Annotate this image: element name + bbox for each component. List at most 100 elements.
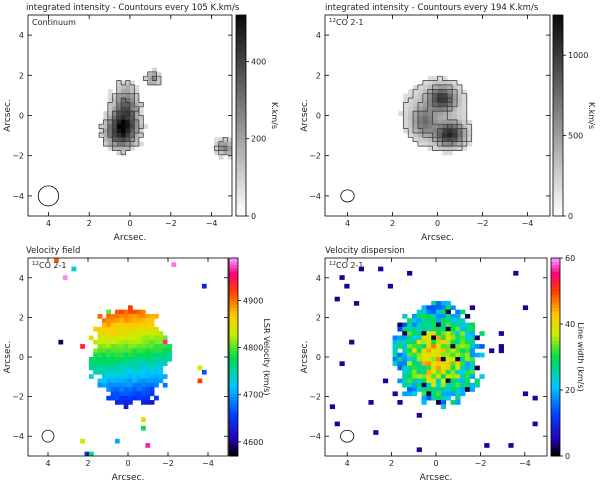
pixel: [106, 344, 112, 349]
pixel: [136, 348, 142, 354]
contours: [98, 71, 228, 156]
pixel: [427, 141, 434, 147]
pixel: [464, 352, 471, 358]
pixel: [440, 326, 447, 332]
colorbar-cell: [229, 317, 238, 322]
colorbar-cell: [236, 31, 246, 36]
x-axis-label: Arcsec.: [112, 473, 145, 483]
colorbar-cell: [236, 18, 246, 23]
pixel: [436, 387, 442, 392]
colorbar-cell: [551, 360, 560, 365]
colorbar-cell: [553, 159, 563, 163]
pixel: [114, 400, 120, 405]
colorbar-cell: [236, 169, 246, 173]
pixel: [141, 318, 146, 323]
colorbar-cell: [551, 406, 560, 411]
pixel: [427, 132, 434, 138]
colorbar-cell: [236, 75, 246, 80]
pixel: [88, 365, 94, 371]
colorbar-cell: [551, 320, 560, 325]
pixel: [402, 339, 408, 345]
colorbar-cell: [553, 68, 563, 73]
pixel: [116, 124, 122, 130]
pixel: [158, 344, 164, 349]
colorbar-cell: [551, 436, 560, 440]
pixel: [106, 357, 112, 362]
pixel: [114, 326, 120, 332]
pixel: [461, 115, 468, 121]
pixel: [407, 369, 413, 375]
pixel: [447, 84, 453, 90]
colorbar-cell: [553, 132, 563, 137]
pixel: [408, 106, 414, 112]
colorbar-cell: [551, 333, 560, 338]
pixel: [445, 309, 451, 315]
pixel: [436, 365, 442, 371]
colorbar-cell: [553, 199, 563, 204]
pixel: [442, 141, 448, 147]
pixel: [128, 305, 133, 311]
colorbar-cell: [553, 25, 563, 29]
pixel: [402, 326, 408, 332]
pixel: [130, 132, 135, 138]
pixel: [407, 365, 413, 371]
pixel: [88, 335, 94, 341]
pixel: [214, 141, 220, 147]
y-tick-label: 2: [19, 71, 24, 80]
pixel: [114, 395, 120, 401]
pixel: [421, 331, 427, 336]
colorbar-cell: [236, 159, 246, 163]
colorbar-cell: [236, 165, 246, 170]
pixel: [437, 128, 443, 134]
pixel: [128, 374, 133, 379]
pixel: [440, 374, 447, 379]
pixel: [457, 98, 463, 103]
pixel: [407, 270, 413, 276]
pixel: [417, 124, 424, 130]
colorbar-cell: [551, 347, 560, 351]
colorbar-cell: [551, 409, 560, 414]
x-axis-label: Arcsec.: [421, 233, 454, 243]
colorbar-cell: [229, 363, 238, 368]
pixel: [455, 339, 461, 345]
pixel: [130, 124, 135, 130]
colorbar-cell: [551, 423, 560, 427]
pixel: [431, 365, 437, 371]
colorbar-cell: [229, 419, 238, 424]
pixel: [413, 128, 419, 134]
x-axis-label: Arcsec.: [114, 233, 147, 243]
pixel: [97, 326, 103, 332]
pixel: [158, 331, 164, 336]
pixel: [149, 318, 155, 323]
pixel: [440, 352, 447, 358]
pixel: [141, 365, 146, 371]
pixel: [416, 309, 422, 315]
pixel: [110, 357, 116, 362]
colorbar-cell: [551, 432, 560, 437]
image-layer: [54, 258, 207, 456]
pixel: [408, 132, 414, 138]
pixel: [421, 352, 427, 358]
pixel: [112, 115, 118, 121]
pixel: [106, 382, 112, 388]
pixel: [214, 146, 220, 151]
colorbar-cell: [553, 92, 563, 96]
pixel: [455, 326, 461, 332]
pixel: [145, 365, 151, 371]
pixel: [442, 89, 448, 95]
colorbar-cell: [551, 307, 560, 312]
pixel: [403, 111, 409, 116]
pixel: [452, 111, 458, 116]
pixel: [421, 400, 427, 405]
pixel: [450, 352, 456, 358]
pixel: [128, 318, 133, 323]
pixel: [152, 80, 157, 86]
pixel: [445, 318, 451, 323]
colorbar-cell: [236, 175, 246, 180]
pixel: [455, 400, 461, 405]
colorbar-cell: [553, 55, 563, 60]
pixel: [455, 335, 461, 341]
pixel: [112, 106, 118, 112]
colorbar-cell: [553, 108, 563, 113]
y-tick-label: 2: [19, 313, 24, 322]
